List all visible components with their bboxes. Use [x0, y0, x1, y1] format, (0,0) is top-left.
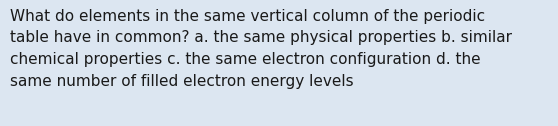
Text: What do elements in the same vertical column of the periodic
table have in commo: What do elements in the same vertical co…	[10, 9, 512, 89]
